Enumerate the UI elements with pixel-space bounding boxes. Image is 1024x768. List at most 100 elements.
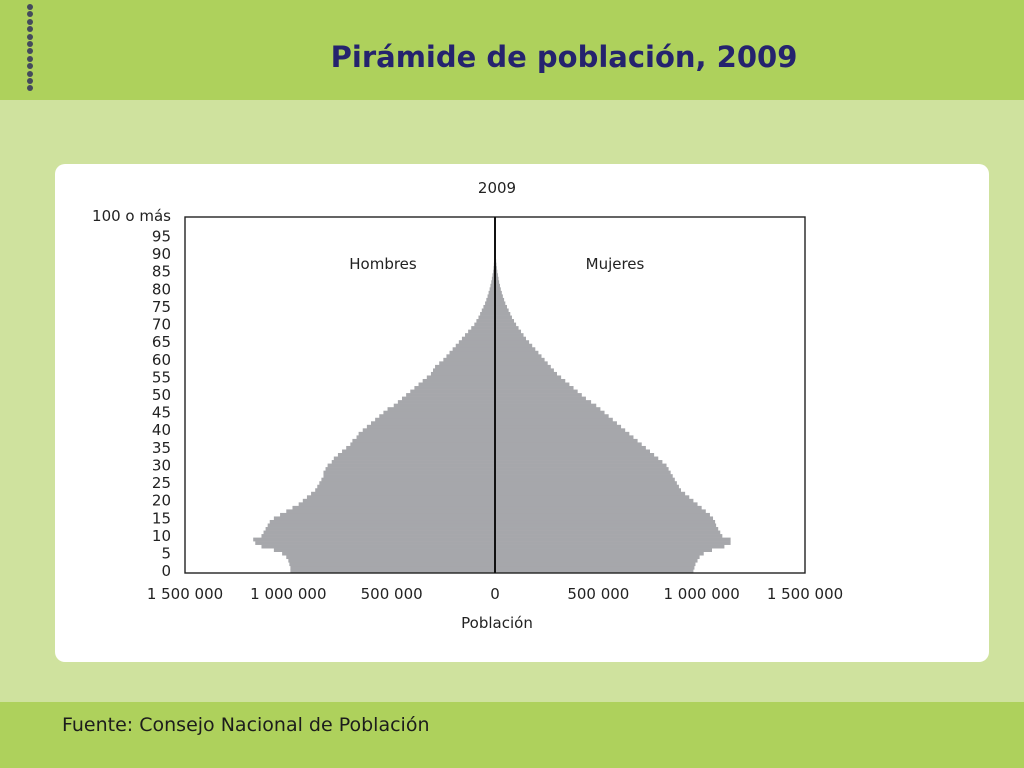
bar-mujeres-age-47	[495, 403, 597, 408]
bar-hombres-age-77	[486, 297, 495, 302]
bar-mujeres-age-29	[495, 467, 669, 471]
bar-mujeres-age-36	[495, 442, 642, 447]
bar-mujeres-age-17	[495, 509, 706, 514]
y-tick-label: 25	[152, 474, 171, 492]
y-tick-label: 20	[152, 492, 171, 510]
bar-hombres-age-7	[261, 544, 495, 549]
bar-mujeres-age-6	[495, 548, 712, 553]
bar-mujeres-age-59	[495, 361, 548, 366]
bar-mujeres-age-10	[495, 534, 723, 538]
y-tick-label: 0	[161, 562, 171, 580]
bar-hombres-age-68	[468, 329, 495, 334]
y-tick-label: 80	[152, 280, 171, 298]
dot	[27, 85, 33, 92]
bar-mujeres-age-2	[495, 562, 696, 567]
bar-hombres-age-84	[492, 273, 495, 278]
bar-mujeres-age-39	[495, 431, 630, 436]
bar-hombres-age-6	[273, 548, 495, 553]
bar-mujeres-age-71	[495, 319, 515, 323]
bar-hombres-age-52	[414, 386, 495, 390]
bar-hombres-age-19	[298, 502, 495, 507]
x-tick-label: 0	[490, 585, 500, 603]
bar-mujeres-age-8	[495, 541, 731, 545]
bar-hombres-age-81	[490, 283, 495, 288]
bar-mujeres-age-61	[495, 354, 542, 359]
bar-mujeres-age-67	[495, 333, 524, 337]
bar-hombres-age-73	[480, 312, 495, 316]
footer-band	[0, 702, 1024, 768]
bar-hombres-age-29	[325, 467, 495, 471]
dot	[27, 63, 33, 70]
bar-hombres-age-50	[406, 393, 495, 397]
bar-mujeres-age-45	[495, 410, 605, 415]
bar-hombres-age-51	[410, 389, 495, 394]
bar-hombres-age-58	[435, 364, 495, 369]
bar-mujeres-age-62	[495, 350, 539, 355]
bar-mujeres-age-74	[495, 308, 509, 313]
dot	[27, 70, 33, 77]
bar-hombres-age-38	[356, 435, 495, 440]
bar-mujeres-age-70	[495, 322, 517, 327]
bar-mujeres-age-78	[495, 294, 503, 299]
bar-hombres-age-43	[375, 417, 495, 422]
bar-mujeres-age-7	[495, 544, 725, 549]
dot	[27, 78, 33, 84]
dot	[27, 33, 33, 40]
dot	[27, 4, 33, 10]
bar-hombres-age-44	[379, 414, 495, 419]
bar-mujeres-age-26	[495, 477, 675, 482]
series-label-mujeres: Mujeres	[586, 255, 645, 273]
bar-hombres-age-49	[402, 396, 495, 401]
population-pyramid-chart: 2009 Hombres Mujeres 0510152025303540455…	[92, 179, 843, 632]
y-tick-label: 40	[152, 421, 171, 439]
y-tick-label: 65	[152, 333, 171, 351]
x-axis-label: Población	[461, 614, 533, 632]
bar-hombres-age-37	[352, 438, 495, 443]
y-tick-label: 70	[152, 316, 171, 334]
bar-hombres-age-10	[261, 534, 495, 538]
bar-mujeres-age-0	[495, 569, 694, 574]
bar-mujeres-age-60	[495, 357, 545, 362]
bar-hombres-age-72	[478, 315, 495, 320]
bar-mujeres-age-23	[495, 488, 681, 493]
bar-mujeres-age-63	[495, 347, 536, 352]
slide-title: Pirámide de población, 2009	[330, 40, 798, 74]
bar-hombres-age-74	[481, 308, 495, 313]
x-tick-label: 1 000 000	[663, 585, 739, 603]
y-tick-label: 15	[152, 509, 171, 527]
bar-hombres-age-60	[443, 357, 495, 362]
bar-mujeres-age-21	[495, 495, 690, 500]
bar-mujeres-age-15	[495, 516, 714, 521]
bar-mujeres-age-50	[495, 393, 582, 397]
bar-mujeres-age-81	[495, 283, 500, 288]
bar-hombres-age-33	[337, 453, 495, 457]
bar-mujeres-age-77	[495, 297, 505, 302]
bar-hombres-age-23	[315, 488, 495, 493]
bar-mujeres-age-19	[495, 502, 698, 507]
y-tick-label: 10	[152, 527, 171, 545]
bar-hombres-age-75	[483, 304, 495, 309]
bar-hombres-age-53	[418, 382, 495, 387]
bar-mujeres-age-54	[495, 378, 566, 383]
bar-mujeres-age-4	[495, 555, 700, 560]
bar-hombres-age-70	[474, 322, 495, 327]
x-tick-label: 500 000	[567, 585, 629, 603]
bar-mujeres-age-51	[495, 389, 578, 394]
bar-hombres-age-61	[446, 354, 495, 359]
bar-mujeres-age-18	[495, 505, 702, 510]
bar-hombres-age-31	[331, 460, 495, 464]
bar-mujeres-age-28	[495, 470, 671, 475]
bar-hombres-age-15	[273, 516, 495, 521]
y-tick-label: 90	[152, 245, 171, 263]
bar-hombres-age-32	[333, 456, 495, 461]
dot	[27, 55, 33, 62]
bar-mujeres-age-66	[495, 336, 526, 341]
bar-hombres-age-17	[286, 509, 495, 514]
bar-mujeres-age-12	[495, 527, 719, 531]
bar-hombres-age-4	[286, 555, 495, 560]
bar-hombres-age-8	[255, 541, 495, 545]
bar-mujeres-age-57	[495, 368, 554, 373]
bar-hombres-age-16	[280, 512, 495, 517]
bar-hombres-age-56	[430, 371, 495, 376]
